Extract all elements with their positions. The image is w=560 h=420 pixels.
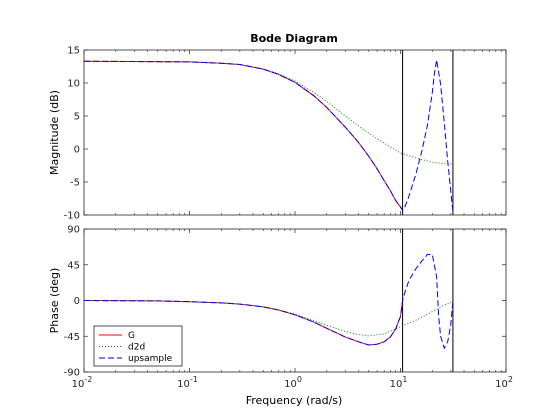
x-axis-label: Frequency (rad/s)	[246, 394, 343, 407]
y-tick-label: 0	[74, 145, 80, 156]
series-line-d2d	[83, 300, 454, 337]
y-tick-label: 0	[74, 296, 80, 307]
plot-area	[84, 50, 506, 215]
y-tick-label: -10	[64, 211, 80, 222]
axes-frame	[83, 49, 507, 216]
series-line-d2d	[83, 60, 453, 165]
x-tick-label: 101	[390, 375, 408, 390]
y-tick-label: 90	[67, 225, 80, 236]
chart-title: Bode Diagram	[250, 32, 338, 45]
x-tick-label: 100	[284, 375, 302, 390]
y-tick-label: 5	[74, 112, 80, 123]
legend-label-d2d: d2d	[128, 343, 145, 353]
x-tick-label: 10-1	[177, 375, 198, 390]
series-line-upsample	[83, 253, 454, 350]
legend-label-G: G	[128, 331, 135, 341]
y-tick-label: 10	[67, 79, 80, 90]
legend-label-upsample: upsample	[128, 354, 173, 364]
y-tick-label: -90	[64, 368, 80, 379]
y-tick-label: 45	[67, 260, 80, 271]
y-tick-label: -45	[64, 332, 80, 343]
x-tick-label: 10-2	[72, 375, 93, 390]
y-axis-label: Magnitude (dB)	[48, 90, 61, 175]
y-tick-label: 15	[67, 46, 80, 57]
axes-frame	[83, 228, 507, 373]
x-tick-label: 102	[495, 375, 513, 390]
y-tick-label: -5	[70, 178, 80, 189]
series-line-upsample	[83, 59, 454, 212]
y-axis-label: Phase (deg)	[48, 268, 61, 334]
magnitude-panel: 15 10 5 0 -5 -10 Magnitude (dB)	[48, 46, 507, 222]
legend-box	[93, 325, 183, 367]
